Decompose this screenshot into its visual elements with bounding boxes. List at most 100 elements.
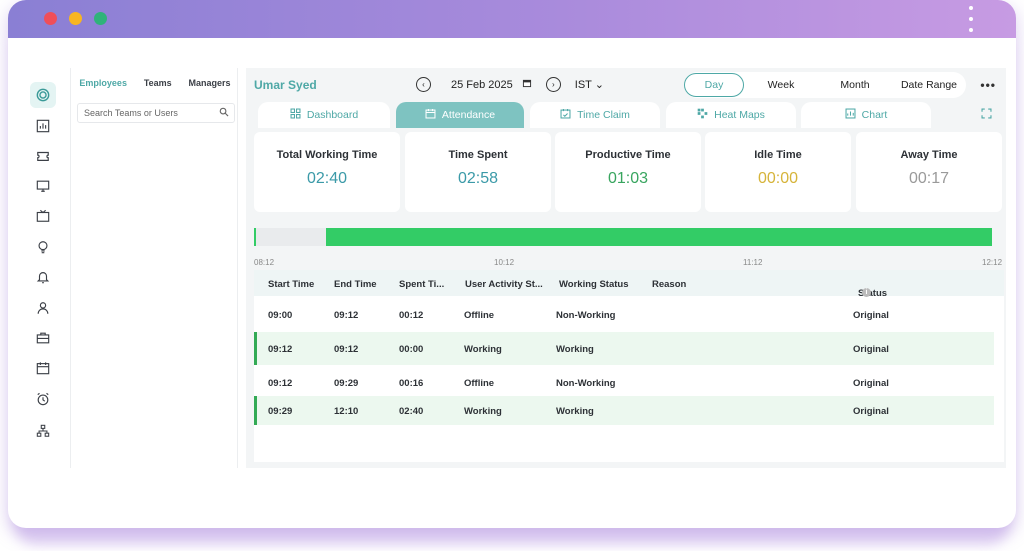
tab-heat-maps[interactable]: Heat Maps — [666, 102, 796, 128]
col-user-activity-status[interactable]: User Activity St... — [465, 279, 543, 290]
col-end-time[interactable]: End Time — [334, 279, 377, 290]
col-reason[interactable]: Reason — [652, 279, 687, 290]
timeline-segment[interactable] — [254, 228, 256, 246]
cell-status: Original — [853, 378, 889, 389]
search-teams-input[interactable]: Search Teams or Users — [77, 103, 235, 123]
cell-spent: 00:12 — [399, 310, 424, 321]
search-icon[interactable] — [219, 107, 229, 119]
tab-chart[interactable]: Chart — [801, 102, 931, 128]
tab-employees[interactable]: Employees — [79, 78, 127, 88]
app-body: Employees Teams Managers Search Teams or… — [28, 68, 1006, 468]
cell-working-status: Non-Working — [556, 378, 616, 389]
close-window-button[interactable] — [44, 12, 57, 25]
summary-card-productive: Productive Time 01:03 — [555, 132, 701, 212]
table-row[interactable]: 09:29 12:10 02:40 Working Working Origin… — [254, 396, 994, 425]
cell-activity: Working — [464, 344, 502, 355]
cell-status: Original — [853, 310, 889, 321]
chevron-down-icon: ⌄ — [594, 79, 604, 91]
teams-panel-tabs: Employees Teams Managers — [71, 78, 239, 88]
col-start-time[interactable]: Start Time — [268, 279, 315, 290]
tab-chart-label: Chart — [861, 109, 888, 121]
next-date-button[interactable]: › — [545, 77, 561, 92]
timezone-select[interactable]: IST ⌄ — [575, 78, 604, 91]
tab-attendance-label: Attendance — [441, 109, 496, 121]
table-row[interactable]: 09:12 09:12 00:00 Working Working Origin… — [254, 332, 994, 365]
summary-card-label: Away Time — [900, 149, 958, 161]
calendar-check-icon — [560, 108, 571, 122]
cell-activity: Offline — [464, 310, 495, 321]
summary-card-value: 02:58 — [457, 170, 499, 187]
col-spent-time[interactable]: Spent Ti... — [399, 279, 445, 290]
minimize-window-button[interactable] — [69, 12, 82, 25]
timeline-tick: 10:12 — [494, 258, 515, 267]
alarm-clock-icon[interactable] — [30, 386, 56, 412]
info-icon[interactable]: i — [862, 288, 871, 297]
summary-card-value: 00:17 — [908, 170, 950, 187]
app-window: Employees Teams Managers Search Teams or… — [8, 0, 1016, 528]
briefcase-icon[interactable] — [30, 325, 56, 351]
org-chart-icon[interactable] — [30, 418, 56, 444]
cell-end: 12:10 — [334, 406, 359, 417]
cell-start: 09:00 — [268, 310, 293, 321]
view-month-tab[interactable]: Month — [840, 79, 870, 91]
icon-sidebar — [28, 68, 60, 468]
cell-start: 09:29 — [268, 406, 293, 417]
summary-card-label: Idle Time — [754, 149, 802, 161]
view-date-range-tab[interactable]: Date Range — [900, 79, 958, 91]
cell-start: 09:12 — [268, 344, 293, 355]
expand-icon[interactable] — [981, 108, 992, 122]
activity-timeline — [254, 228, 992, 248]
maximize-window-button[interactable] — [94, 12, 107, 25]
calendar-picker-icon[interactable] — [522, 78, 532, 91]
timeline-segment[interactable] — [326, 228, 992, 246]
cell-status: Original — [853, 406, 889, 417]
alarm-bell-icon[interactable] — [30, 264, 56, 290]
summary-card-label: Productive Time — [585, 149, 671, 161]
user-name: Umar Syed — [254, 78, 317, 92]
table-header: Start Time End Time Spent Ti... User Act… — [254, 270, 1004, 299]
chart-icon — [845, 108, 856, 122]
ticket-icon[interactable] — [30, 143, 56, 169]
cell-status: Original — [853, 344, 889, 355]
summary-card-value: 02:40 — [306, 170, 348, 187]
cell-spent: 00:16 — [399, 378, 424, 389]
prev-date-button[interactable]: ‹ — [416, 77, 431, 92]
reports-icon[interactable] — [30, 113, 56, 139]
timer-icon[interactable] — [30, 82, 56, 108]
tab-managers[interactable]: Managers — [188, 78, 231, 88]
cell-spent: 00:00 — [399, 344, 424, 355]
attendance-table: Start Time End Time Spent Ti... User Act… — [254, 270, 1004, 462]
cell-end: 09:29 — [334, 378, 359, 389]
tab-heat-maps-label: Heat Maps — [714, 109, 765, 121]
table-row[interactable]: 09:12 09:29 00:16 Offline Non-Working Or… — [254, 366, 994, 399]
monitor-icon[interactable] — [30, 173, 56, 199]
tab-time-claim[interactable]: Time Claim — [530, 102, 660, 128]
search-placeholder: Search Teams or Users — [84, 108, 178, 118]
view-day-tab[interactable]: Day — [684, 73, 744, 97]
cell-end: 09:12 — [334, 310, 359, 321]
main-content: Umar Syed ‹ 25 Feb 2025 › IST ⌄ Day Week… — [246, 68, 1006, 468]
dashboard-icon — [290, 108, 301, 122]
user-icon[interactable] — [30, 295, 56, 321]
window-menu-icon[interactable] — [968, 6, 974, 32]
summary-card-total-working: Total Working Time 02:40 — [254, 132, 400, 212]
table-row[interactable]: 09:00 09:12 00:12 Offline Non-Working Or… — [254, 298, 994, 331]
view-week-tab[interactable]: Week — [767, 79, 795, 91]
lightbulb-icon[interactable] — [30, 234, 56, 260]
more-options-icon[interactable]: ••• — [980, 78, 996, 92]
summary-cards: Total Working Time 02:40 Time Spent 02:5… — [254, 132, 1004, 212]
calendar-icon[interactable] — [30, 355, 56, 381]
cell-activity: Offline — [464, 378, 495, 389]
date-value[interactable]: 25 Feb 2025 — [451, 78, 513, 91]
summary-card-away: Away Time 00:17 — [856, 132, 1002, 212]
col-working-status[interactable]: Working Status — [559, 279, 629, 290]
tab-attendance[interactable]: Attendance — [396, 102, 524, 128]
tab-teams[interactable]: Teams — [143, 78, 172, 88]
tab-dashboard[interactable]: Dashboard — [258, 102, 390, 128]
cell-working-status: Working — [556, 344, 594, 355]
tab-time-claim-label: Time Claim — [577, 109, 630, 121]
cell-working-status: Working — [556, 406, 594, 417]
heatmap-icon — [697, 108, 708, 122]
tv-icon[interactable] — [30, 203, 56, 229]
timeline-tick: 12:12 — [982, 258, 1003, 267]
